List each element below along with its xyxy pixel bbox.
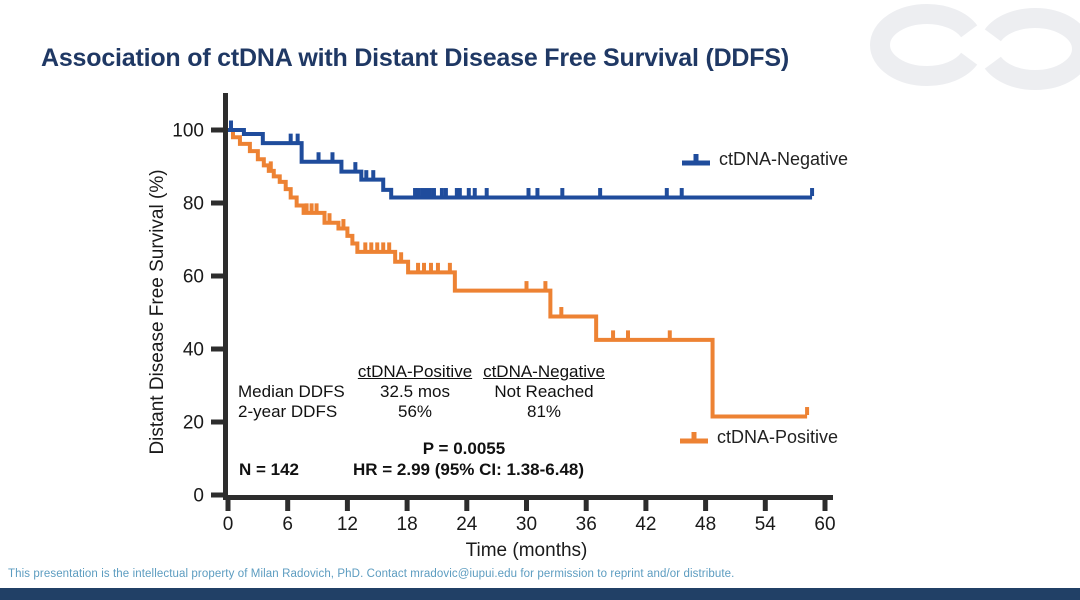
legend-label-ctdna-positive: ctDNA-Positive	[717, 427, 839, 447]
x-tick-label: 12	[337, 514, 358, 535]
table-value-2year-positive: 56%	[397, 402, 433, 421]
km-curve-ctdna-positive	[228, 128, 808, 419]
y-tick-label: 80	[183, 194, 204, 215]
x-tick-label: 42	[635, 514, 656, 535]
table-header-ctdna-positive: ctDNA-Positive	[357, 362, 473, 381]
km-curve-ctdna-negative	[228, 128, 813, 200]
sample-size-text: N = 142	[239, 460, 300, 479]
table-value-2year-negative: 81%	[526, 402, 562, 421]
censor-mark-icon	[680, 432, 708, 444]
x-tick-label: 24	[456, 514, 478, 535]
x-tick-label: 30	[516, 514, 537, 535]
logo-ring-left	[870, 4, 984, 86]
legend-ctdna-negative: ctDNA-Negative	[681, 149, 848, 170]
censor-mark-icon	[682, 154, 710, 166]
table-value-median-negative: Not Reached	[494, 382, 594, 401]
hazard-ratio-text: HR = 2.99 (95% CI: 1.38-6.48)	[353, 460, 585, 479]
copyright-footer: This presentation is the intellectual pr…	[8, 568, 735, 580]
legend-ctdna-positive: ctDNA-Positive	[679, 427, 838, 448]
bottom-bar	[0, 588, 1080, 600]
table-row-label-2year-ddfs: 2-year DDFS	[238, 402, 338, 421]
y-tick-label: 20	[183, 413, 204, 434]
table-corner-cell	[238, 362, 356, 382]
slide-title: Association of ctDNA with Distant Diseas…	[41, 44, 789, 72]
x-tick-label: 48	[695, 514, 716, 535]
y-axis-label: Distant Disease Free Survival (%)	[147, 169, 168, 454]
table-header-ctdna-negative: ctDNA-Negative	[483, 362, 605, 381]
x-tick-label: 18	[397, 514, 418, 535]
y-tick-label: 100	[172, 121, 204, 142]
y-tick-label: 40	[183, 340, 204, 361]
y-tick-label: 0	[193, 486, 204, 507]
legend-label-ctdna-negative: ctDNA-Negative	[719, 149, 849, 169]
x-tick-label: 60	[814, 514, 835, 535]
y-tick-label: 60	[183, 267, 204, 288]
x-tick-label: 0	[223, 514, 234, 535]
x-tick-label: 6	[282, 514, 293, 535]
table-value-median-positive: 32.5 mos	[380, 382, 450, 401]
interlocking-rings-logo	[870, 4, 1080, 90]
logo-ring-right	[978, 8, 1080, 90]
x-tick-label: 54	[755, 514, 777, 535]
table-row-label-median-ddfs: Median DDFS	[238, 382, 345, 401]
x-tick-label: 36	[576, 514, 597, 535]
x-axis-label: Time (months)	[466, 540, 588, 561]
p-value-text: P = 0.0055	[422, 439, 506, 458]
ddfs-summary-table: ctDNA-Positive ctDNA-Negative Median DDF…	[238, 362, 614, 422]
